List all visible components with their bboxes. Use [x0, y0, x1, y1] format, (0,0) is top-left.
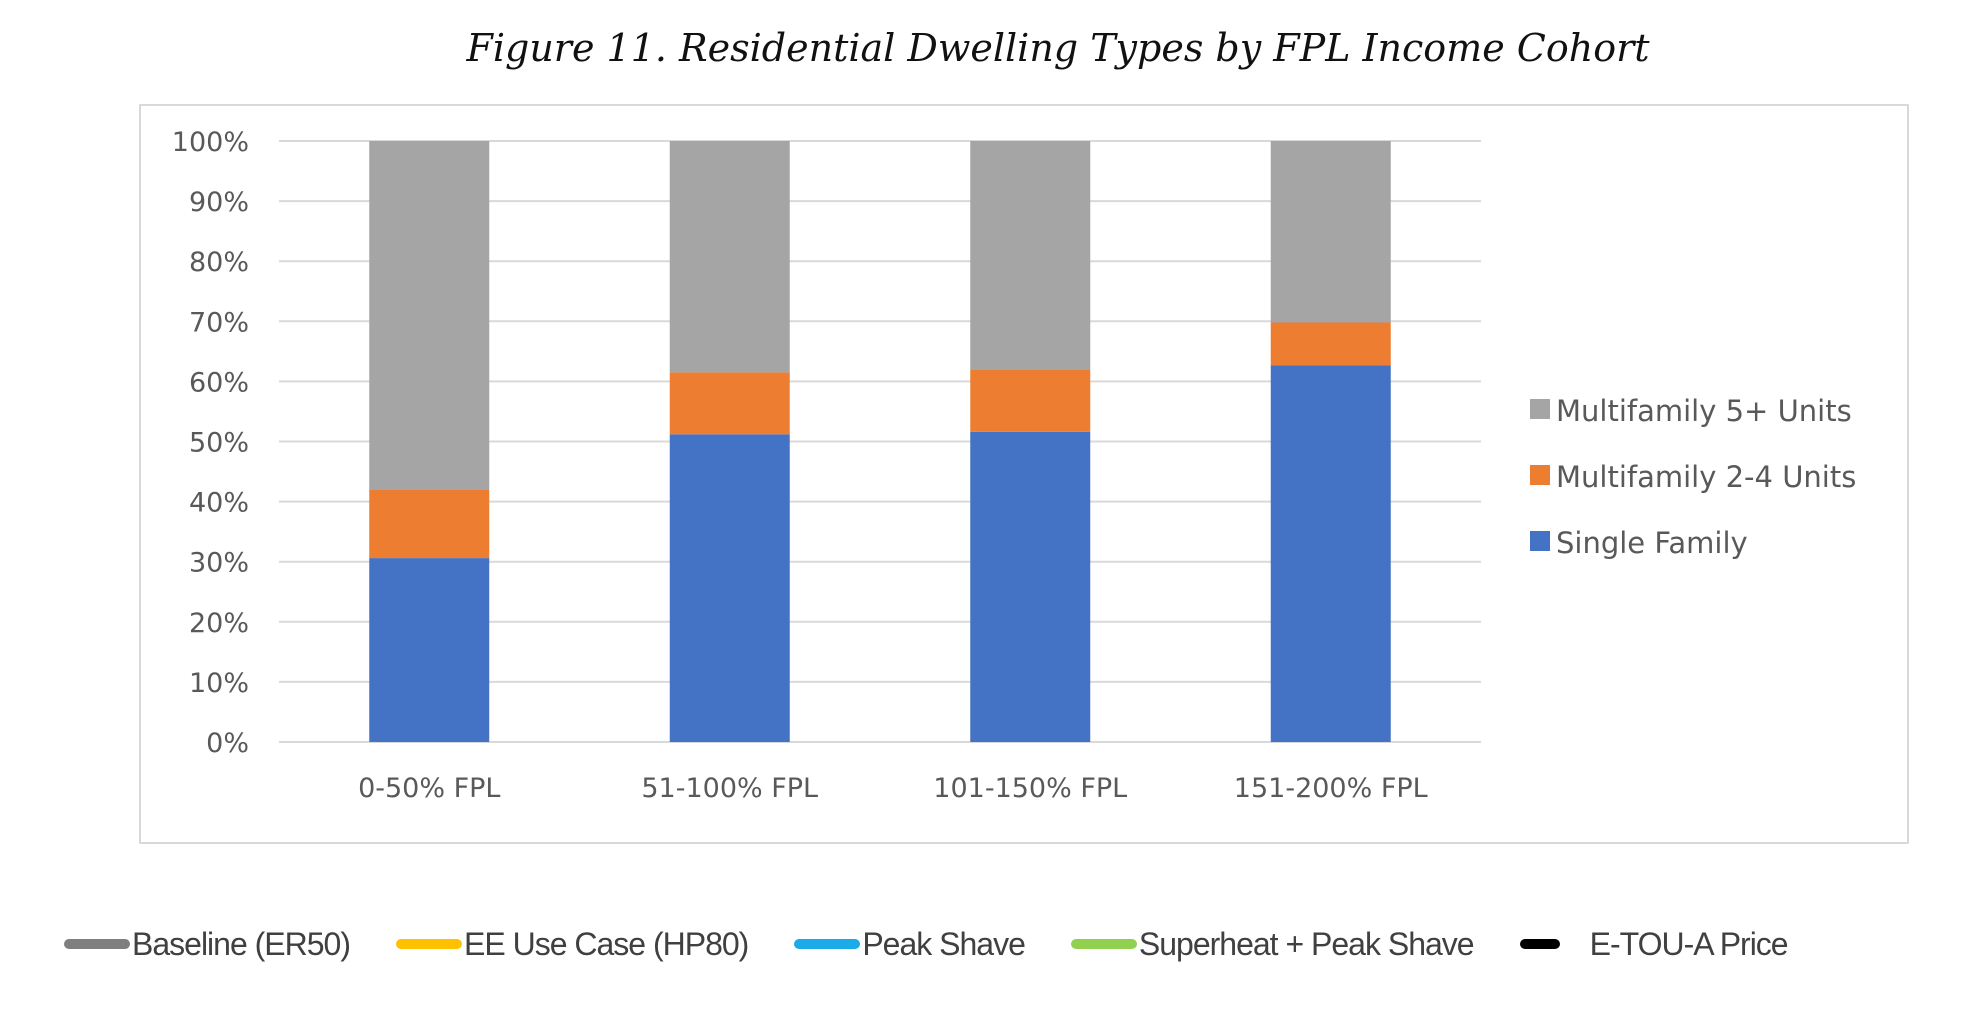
bar-segment-multifamily-5-units — [669, 141, 790, 373]
x-tick-label: 101-150% FPL — [933, 773, 1127, 804]
y-tick-label: 80% — [189, 247, 249, 278]
x-tick-label: 151-200% FPL — [1234, 773, 1428, 804]
y-tick-label: 10% — [189, 668, 249, 699]
x-axis-ticks: 0-50% FPL 51-100% FPL 101-150% FPL 151-200%… — [358, 773, 1428, 804]
bar-segment-multifamily-2-4-units — [369, 489, 490, 559]
y-axis-ticks: 0% 10% 20% 30% 40% 50% 60% 70% 80% 90% 100% — [172, 127, 249, 759]
chart-area: 0% 10% 20% 30% 40% 50% 60% 70% 80% 90% 100% 0-50% … — [139, 104, 1909, 844]
legend-label: EE Use Case (HP80) — [464, 925, 749, 962]
bar-segment-multifamily-5-units — [970, 141, 1091, 370]
legend-line-swatch — [1070, 939, 1137, 949]
legend-label: Peak Shave — [862, 925, 1026, 962]
bar-segment-multifamily-2-4-units — [669, 372, 790, 435]
legend-line-swatch — [794, 939, 861, 949]
legend-line-swatch — [1519, 939, 1560, 949]
legend-item-ee-use-case: EE Use Case (HP80) — [396, 925, 749, 963]
legend-label: Superheat + Peak Shave — [1138, 925, 1475, 962]
bar-segment-single-family — [970, 431, 1091, 742]
legend-item-e-tou-a-price: E-TOU-A Price — [1519, 925, 1789, 963]
bar-segment-single-family — [669, 434, 790, 742]
y-tick-label: 90% — [189, 187, 249, 218]
y-tick-label: 100% — [172, 127, 249, 158]
legend-item: Multifamily 2-4 Units — [1530, 460, 1856, 494]
legend-item-superheat-peak-shave: Superheat + Peak Shave — [1070, 925, 1475, 963]
legend-item-peak-shave: Peak Shave — [794, 925, 1026, 963]
bar-segment-multifamily-2-4-units — [970, 369, 1091, 432]
legend-swatch — [1530, 531, 1550, 551]
legend-label: Multifamily 5+ Units — [1556, 394, 1852, 428]
stacked-bar-chart: 0% 10% 20% 30% 40% 50% 60% 70% 80% 90% 100% 0-50% … — [172, 127, 1857, 804]
y-tick-label: 40% — [189, 488, 249, 519]
bar-segment-multifamily-5-units — [369, 141, 490, 490]
chart-legend: Multifamily 5+ Units Multifamily 2-4 Unit… — [1530, 394, 1856, 560]
legend-line-swatch — [396, 939, 462, 949]
figure-title: Figure 11. Residential Dwelling Types by… — [466, 26, 1650, 70]
legend-swatch — [1530, 465, 1550, 485]
legend-label: E-TOU-A Price — [1589, 925, 1789, 962]
bars — [369, 141, 1391, 742]
y-tick-label: 0% — [206, 728, 249, 759]
legend-label: Single Family — [1556, 526, 1748, 560]
y-tick-label: 20% — [189, 608, 249, 639]
bar-segment-single-family — [369, 558, 490, 742]
x-tick-label: 0-50% FPL — [358, 773, 500, 804]
legend-item: Single Family — [1530, 526, 1748, 560]
y-tick-label: 70% — [189, 307, 249, 338]
bar-segment-single-family — [1270, 365, 1391, 742]
bar-segment-multifamily-2-4-units — [1270, 322, 1391, 366]
legend-label: Multifamily 2-4 Units — [1556, 460, 1856, 494]
y-tick-label: 50% — [189, 428, 249, 459]
y-tick-label: 30% — [189, 548, 249, 579]
legend-item-baseline: Baseline (ER50) — [64, 925, 351, 963]
legend-item: Multifamily 5+ Units — [1530, 394, 1852, 428]
legend-swatch — [1530, 399, 1550, 419]
bar-segment-multifamily-5-units — [1270, 141, 1391, 323]
y-tick-label: 60% — [189, 367, 249, 398]
legend-line-swatch — [64, 939, 130, 949]
x-tick-label: 51-100% FPL — [641, 773, 818, 804]
legend-label: Baseline (ER50) — [132, 925, 351, 962]
bottom-legend: Baseline (ER50) EE Use Case (HP80) Peak … — [64, 924, 1834, 964]
